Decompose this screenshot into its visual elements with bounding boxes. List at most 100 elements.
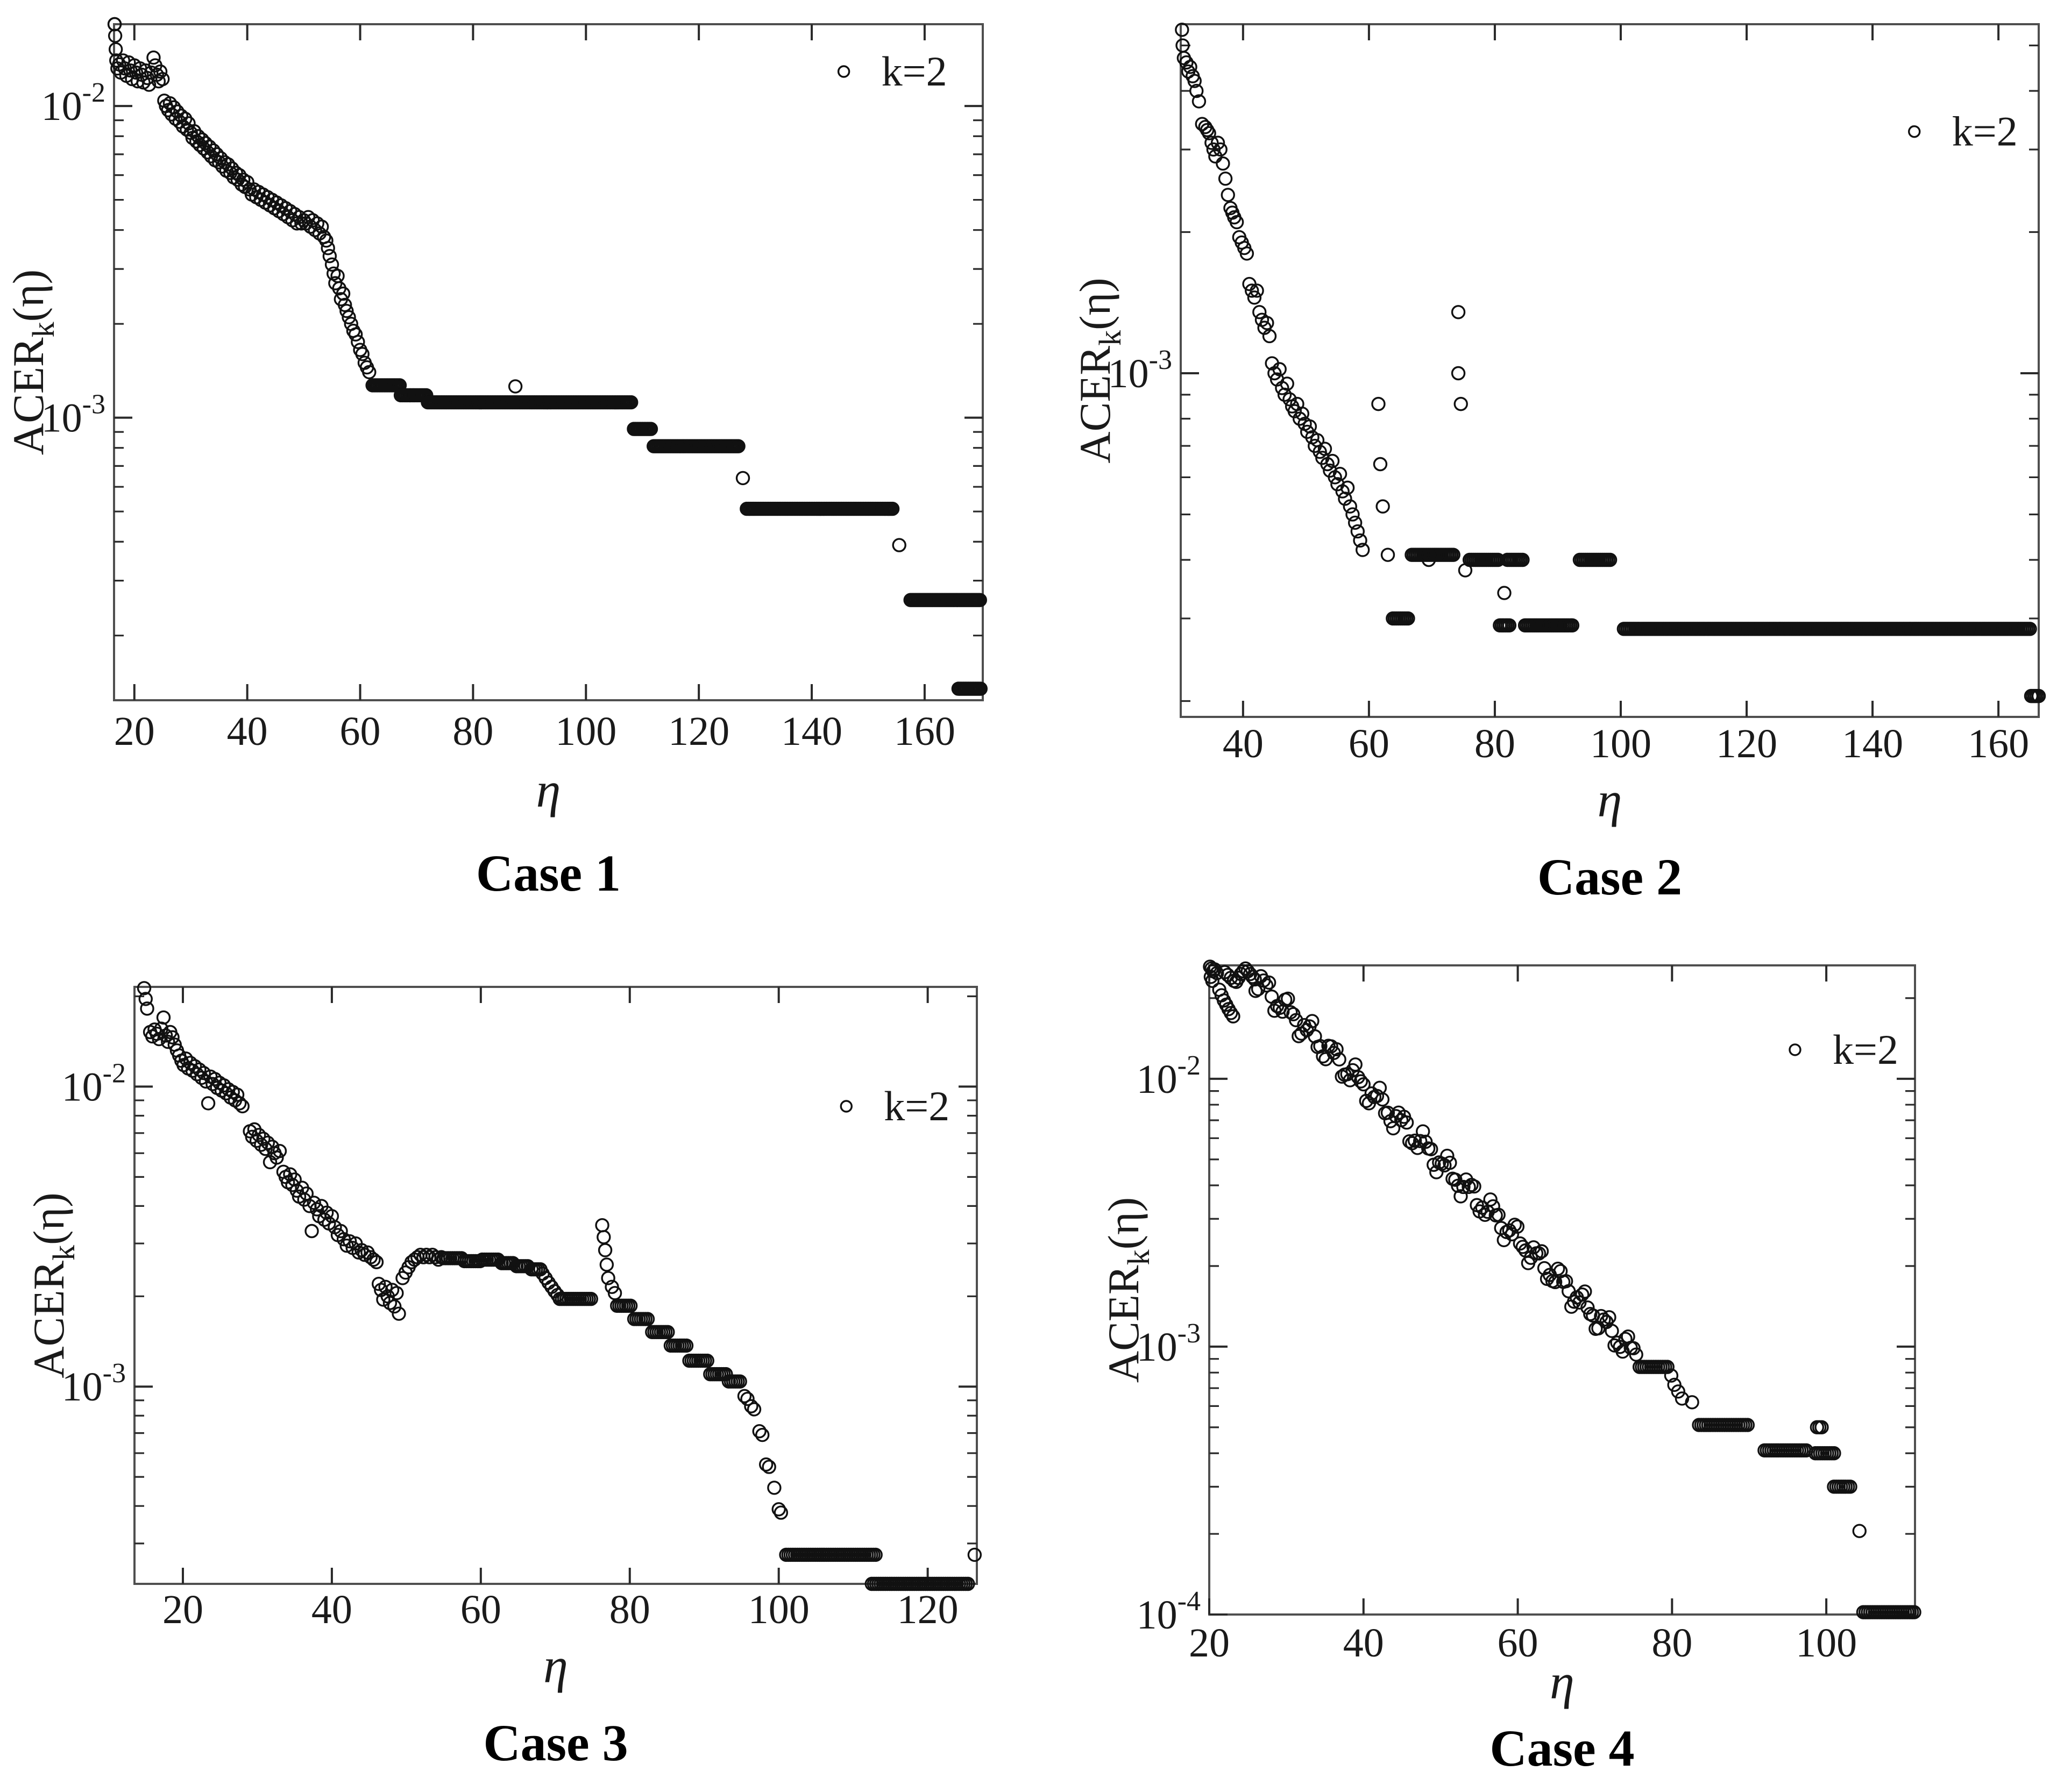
data-point [892, 538, 906, 552]
data-point [1210, 966, 1224, 980]
y-axis-label: ACERk(η) [24, 1192, 81, 1378]
data-point [1345, 507, 1360, 522]
data-point [1343, 499, 1357, 514]
data-point [336, 1232, 351, 1247]
data-point [137, 981, 152, 995]
y-tick-label: 10-3 [1137, 1318, 1201, 1370]
data-point [138, 992, 153, 1006]
data-point [747, 1402, 762, 1417]
data-point [1187, 74, 1202, 88]
data-point [1375, 1092, 1390, 1107]
x-tick-label: 60 [1349, 721, 1389, 766]
data-point [1578, 1284, 1592, 1299]
data-point [1451, 366, 1466, 381]
data-point [1223, 1006, 1238, 1020]
case-2-chart: 40 60 80 100 120 140 160 10-3 k=2 η ACERk(η) [1032, 0, 2064, 941]
data-point [1262, 329, 1277, 344]
data-point [584, 1291, 598, 1306]
x-tick-label: 20 [1189, 1620, 1230, 1666]
data-point [1814, 1420, 1829, 1435]
case-1-chart: 20 40 60 80 100 120 140 160 10-3 10-2 k=2 η ACERk(η) [0, 0, 1032, 941]
data-point [1575, 1287, 1590, 1302]
data-point [1239, 246, 1254, 261]
data-point [1226, 1009, 1240, 1023]
x-tick-label: 40 [1223, 721, 1264, 766]
case-4-chart: 20 40 60 80 100 10-4 10-3 10-2 k=2 η ACERk(η) [1032, 941, 2064, 1792]
data-point [1313, 1039, 1328, 1054]
data-point [155, 72, 170, 87]
data-point [419, 1247, 434, 1262]
data-point [1261, 975, 1276, 990]
data-point [1229, 215, 1244, 230]
data-point [1413, 1134, 1428, 1148]
data-point [339, 303, 354, 318]
data-point [1216, 156, 1230, 171]
data-point [1272, 362, 1287, 376]
x-tick-label: 120 [897, 1587, 959, 1632]
data-point [1565, 618, 1580, 632]
data-point [314, 219, 329, 234]
x-tick-label: 40 [227, 709, 268, 754]
x-tick-label: 100 [555, 709, 616, 754]
data-point [174, 109, 189, 123]
data-point [1462, 1179, 1476, 1194]
data-point [1183, 60, 1197, 74]
data-point [1380, 1105, 1395, 1120]
y-axis-label: ACERk(η) [1070, 278, 1127, 463]
data-point [1252, 305, 1267, 319]
data-point [1467, 1179, 1481, 1194]
x-tick-label: 160 [1968, 721, 2029, 766]
data-point [1515, 1240, 1530, 1254]
y-tick-label: 10-2 [1137, 1050, 1201, 1102]
case-3-chart: 20 40 60 80 100 120 10-3 10-2 k=2 η ACERk(η) [0, 941, 1032, 1792]
data-point [108, 42, 123, 56]
data-point [1534, 1244, 1549, 1258]
data-point [1558, 1274, 1573, 1289]
case-2-caption: Case 2 [1537, 848, 1683, 906]
legend-label: k=2 [884, 1083, 949, 1129]
data-point [389, 1286, 404, 1300]
data-point [679, 1338, 694, 1353]
data-point [165, 1030, 180, 1044]
data-point [740, 1391, 755, 1406]
data-point [597, 1230, 611, 1245]
data-point [185, 131, 200, 145]
data-point [1507, 1218, 1522, 1232]
data-point [1483, 1192, 1498, 1207]
x-tick-label: 20 [162, 1587, 203, 1632]
data-point [1685, 1395, 1699, 1410]
data-point [146, 50, 161, 65]
data-point [156, 1010, 171, 1025]
data-point [289, 216, 304, 231]
x-tick-label: 100 [1796, 1620, 1857, 1666]
data-point [192, 1062, 207, 1077]
data-point [153, 64, 168, 79]
data-point [762, 1460, 776, 1474]
data-point [1440, 1148, 1455, 1163]
data-point [1332, 466, 1347, 481]
data-point [1287, 404, 1302, 418]
data-point [351, 335, 365, 349]
x-axis-label: η [543, 1638, 568, 1693]
data-point [1280, 376, 1294, 391]
data-point [179, 1051, 193, 1066]
data-point [196, 1065, 211, 1080]
data-point [1380, 547, 1395, 562]
x-tick-label: 100 [748, 1587, 810, 1632]
data-point [1491, 1207, 1506, 1222]
data-point [1295, 406, 1310, 421]
data-point [1353, 1074, 1368, 1089]
data-point [967, 1547, 982, 1562]
data-point [201, 1096, 216, 1111]
data-point [731, 439, 746, 453]
x-axis-label: η [1598, 772, 1622, 827]
data-point [1399, 1115, 1414, 1130]
data-point [1671, 1384, 1685, 1399]
data-point [737, 1389, 752, 1403]
x-tick-label: 60 [460, 1587, 501, 1632]
data-point [1210, 136, 1225, 150]
data-point [1478, 1207, 1492, 1222]
data-point [2023, 622, 2037, 636]
data-point [392, 1306, 406, 1321]
